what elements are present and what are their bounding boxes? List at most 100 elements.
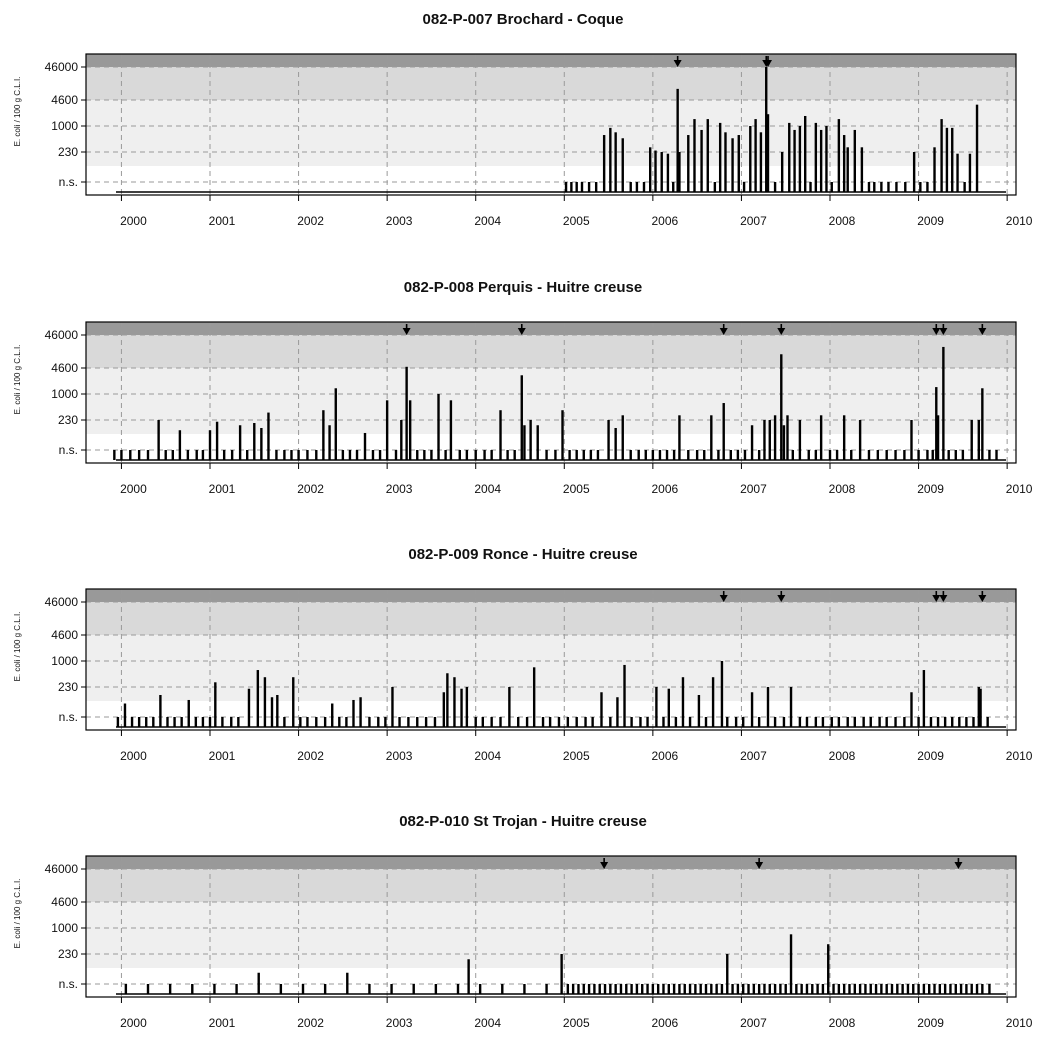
bar-106	[929, 717, 933, 727]
bar-2	[129, 450, 132, 460]
bar-97	[862, 717, 865, 727]
x-tick-label: 2008	[829, 1016, 856, 1030]
bar-112	[926, 450, 929, 460]
bar-62	[945, 127, 949, 192]
bar-29	[334, 388, 337, 460]
bar-26	[724, 132, 727, 192]
bar-39	[798, 126, 802, 192]
bar-42	[814, 122, 818, 192]
bar-84	[757, 717, 761, 727]
bar-21	[560, 954, 563, 994]
bar-21	[693, 119, 696, 192]
bar-54	[525, 717, 529, 727]
x-tick-label: 2007	[740, 749, 767, 763]
alert-marker	[777, 591, 786, 602]
band-top	[86, 856, 1016, 869]
y-tick-label: n.s.	[59, 175, 78, 189]
bar-33	[625, 984, 628, 994]
x-tick-label: 2003	[386, 214, 413, 228]
bar-19	[523, 984, 526, 994]
x-tick-label: 2008	[829, 214, 856, 228]
bar-79	[869, 984, 872, 994]
bar-4	[146, 450, 150, 460]
plot-border	[85, 855, 1017, 998]
x-tick-label: 2001	[209, 214, 236, 228]
bar-78	[864, 984, 867, 994]
bar-10	[195, 450, 198, 460]
bar-15	[456, 984, 460, 994]
y-tick-label: n.s.	[59, 710, 78, 724]
bar-24	[292, 677, 295, 727]
bar-53	[506, 450, 509, 460]
bar-56	[747, 984, 750, 994]
bar-113	[977, 687, 980, 727]
bar-57	[752, 984, 756, 994]
bar-7	[279, 984, 283, 994]
bar-86	[743, 450, 747, 460]
bar-38	[400, 420, 403, 460]
bar-40	[662, 984, 665, 994]
bar-77	[858, 984, 862, 994]
alert-marker	[600, 858, 609, 869]
bar-119	[961, 450, 965, 460]
bar-30	[609, 984, 612, 994]
bar-85	[766, 687, 770, 727]
bar-33	[359, 697, 362, 727]
bar-83	[722, 403, 725, 460]
bar-66	[968, 153, 972, 192]
bar-83	[750, 692, 754, 727]
bar-41	[667, 984, 670, 994]
x-tick-label: 2006	[652, 749, 679, 763]
bar-28	[737, 135, 740, 192]
y-tick-label: 1000	[51, 654, 78, 668]
bar-58	[919, 182, 922, 192]
bar-75	[665, 450, 669, 460]
y-axis-label: E. coli / 100 g C.L.I.	[13, 879, 22, 949]
bar-18	[501, 984, 504, 994]
bar-12	[390, 984, 393, 994]
bar-11	[635, 182, 639, 192]
bar-94	[786, 415, 789, 460]
bar-29	[742, 182, 746, 192]
bar-24	[713, 182, 717, 192]
bar-37	[646, 984, 649, 994]
bar-55	[742, 984, 745, 994]
bar-85	[901, 984, 904, 994]
bar-54	[887, 182, 890, 192]
bar-32	[355, 450, 359, 460]
x-tick-label: 2010	[1006, 1016, 1033, 1030]
bar-94	[837, 717, 841, 727]
bar-60	[768, 984, 771, 994]
bar-80	[726, 717, 729, 727]
chart-title: 082-P-007 Brochard - Coque	[423, 11, 624, 28]
alert-marker	[954, 858, 963, 869]
bar-71	[662, 717, 665, 727]
bar-101	[835, 450, 839, 460]
bar-10	[187, 699, 190, 727]
bar-86	[906, 984, 910, 994]
y-tick-label: 4600	[51, 895, 78, 909]
bar-73	[674, 717, 678, 727]
x-tick-label: 2010	[1006, 482, 1033, 496]
x-tick-label: 2008	[829, 749, 856, 763]
bar-0	[564, 182, 568, 192]
x-tick-label: 2005	[563, 214, 590, 228]
bar-36	[384, 717, 387, 727]
bar-25	[718, 122, 722, 192]
bar-2	[575, 182, 578, 192]
bar-24	[297, 450, 300, 460]
bar-101	[988, 984, 991, 994]
bar-14	[654, 150, 657, 192]
bar-64	[956, 153, 959, 192]
alert-marker	[517, 324, 526, 335]
bar-6	[257, 972, 260, 994]
bar-122	[981, 388, 984, 460]
bar-25	[306, 450, 309, 460]
bar-89	[798, 717, 802, 727]
bar-6	[602, 135, 606, 192]
bar-86	[773, 717, 777, 727]
bar-36	[780, 152, 784, 192]
bar-100	[885, 717, 888, 727]
x-tick-label: 2001	[209, 482, 236, 496]
